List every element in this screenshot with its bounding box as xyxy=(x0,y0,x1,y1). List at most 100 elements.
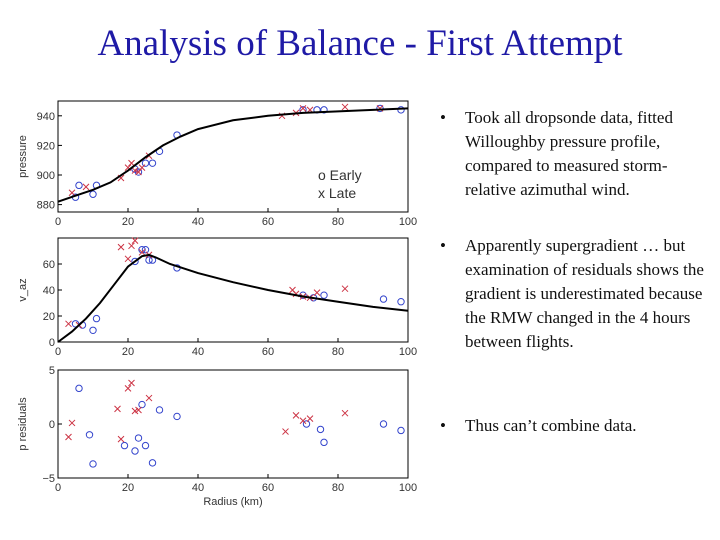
late-point xyxy=(68,419,76,427)
early-point xyxy=(89,326,97,335)
late-point xyxy=(117,435,125,443)
x-tick-label: 40 xyxy=(192,346,204,358)
x-tick-label: 20 xyxy=(122,482,134,494)
early-point xyxy=(134,168,143,176)
early-point xyxy=(141,441,150,450)
early-point xyxy=(131,447,139,455)
fit-curve xyxy=(57,253,409,343)
early-point xyxy=(155,406,164,414)
y-tick-label: 0 xyxy=(49,419,55,431)
early-point xyxy=(397,298,405,306)
bullet-dot: • xyxy=(440,108,446,127)
early-point xyxy=(320,106,328,114)
early-point xyxy=(131,257,139,266)
x-tick-label: 60 xyxy=(262,346,274,358)
early-point xyxy=(145,256,153,264)
x-tick-label: 80 xyxy=(332,482,344,494)
late-point xyxy=(65,320,72,328)
early-point xyxy=(120,441,129,450)
x-tick-label: 100 xyxy=(399,216,417,228)
late-point xyxy=(117,243,125,251)
x-tick-label: 80 xyxy=(332,216,344,228)
pressure-panel: 0 20 40 60 80 100 880 900 920 940 pressure xyxy=(17,100,417,228)
early-point xyxy=(397,426,405,435)
late-point xyxy=(68,189,76,197)
bullet-item: • Apparently supergradient … but examina… xyxy=(440,234,715,354)
y-tick-label: 0 xyxy=(49,337,55,349)
y-tick-label: 40 xyxy=(43,285,55,297)
early-point xyxy=(148,459,157,467)
early-point xyxy=(397,106,405,114)
late-point xyxy=(299,417,307,425)
late-point xyxy=(313,289,321,296)
slide-title: Analysis of Balance - First Attempt xyxy=(97,23,623,64)
y-tick-label: 920 xyxy=(37,140,55,152)
bullet-text: Took all dropsonde data, fitted Willough… xyxy=(465,108,673,199)
bullet-text: Apparently supergradient … but examinati… xyxy=(465,236,704,351)
early-point xyxy=(134,434,143,442)
x-axis-label: Radius (km) xyxy=(203,496,262,508)
y-tick-label: −5 xyxy=(42,473,55,485)
late-point xyxy=(135,406,142,414)
late-point xyxy=(341,103,349,111)
late-point xyxy=(128,242,135,250)
plot-frame xyxy=(57,369,409,479)
bullet-item: • Thus can’t combine data. xyxy=(440,414,637,438)
early-point xyxy=(85,431,94,439)
early-point xyxy=(173,412,181,421)
fit-curve xyxy=(57,107,409,203)
residuals-figure: 0 20 40 60 80 100 880 900 920 940 pressure 0 20 40 60… xyxy=(17,100,417,508)
late-point xyxy=(124,385,132,392)
y-tick-label: 880 xyxy=(37,200,55,212)
early-point xyxy=(376,104,384,113)
x-tick-label: 20 xyxy=(122,346,134,358)
legend-early: o Early xyxy=(318,167,362,183)
early-point xyxy=(138,400,146,409)
bullet-dot: • xyxy=(440,236,446,255)
x-tick-label: 0 xyxy=(55,482,61,494)
early-point xyxy=(148,159,157,167)
early-point xyxy=(141,159,150,167)
early-point xyxy=(89,190,97,198)
late-point xyxy=(131,167,139,174)
x-tick-label: 40 xyxy=(192,482,204,494)
x-tick-label: 40 xyxy=(192,216,204,228)
x-tick-label: 100 xyxy=(399,482,417,494)
legend-late: x Late xyxy=(318,185,356,201)
early-point xyxy=(320,291,328,299)
late-point xyxy=(341,285,349,293)
x-tick-label: 0 xyxy=(55,216,61,228)
x-tick-label: 60 xyxy=(262,216,274,228)
early-point xyxy=(92,314,101,323)
late-point xyxy=(299,105,307,112)
late-point xyxy=(124,255,132,263)
y-axis-label: p residuals xyxy=(17,397,29,451)
late-point xyxy=(341,409,349,417)
y-tick-label: 940 xyxy=(37,111,55,123)
late-point xyxy=(114,405,121,413)
x-tick-label: 0 xyxy=(55,346,61,358)
early-point xyxy=(75,384,83,393)
y-tick-label: 5 xyxy=(49,365,55,377)
y-tick-label: 20 xyxy=(43,311,55,323)
early-point xyxy=(302,420,311,428)
early-point xyxy=(379,420,388,428)
late-point xyxy=(131,237,139,244)
bullet-text: Thus can’t combine data. xyxy=(465,416,637,435)
early-point xyxy=(316,425,325,434)
late-point xyxy=(138,164,146,171)
late-point xyxy=(65,433,72,441)
early-point xyxy=(320,438,328,447)
early-point xyxy=(89,460,97,468)
late-point xyxy=(306,415,314,422)
late-point xyxy=(135,168,142,176)
y-tick-label: 900 xyxy=(37,170,55,182)
late-point xyxy=(138,248,146,256)
y-tick-label: 60 xyxy=(43,259,55,271)
early-point xyxy=(75,181,83,190)
azimuthal-wind-panel: 0 20 40 60 80 100 0 20 40 60 v_az xyxy=(17,237,417,358)
plot-frame xyxy=(57,237,409,343)
late-point xyxy=(82,183,90,191)
x-tick-label: 100 xyxy=(399,346,417,358)
